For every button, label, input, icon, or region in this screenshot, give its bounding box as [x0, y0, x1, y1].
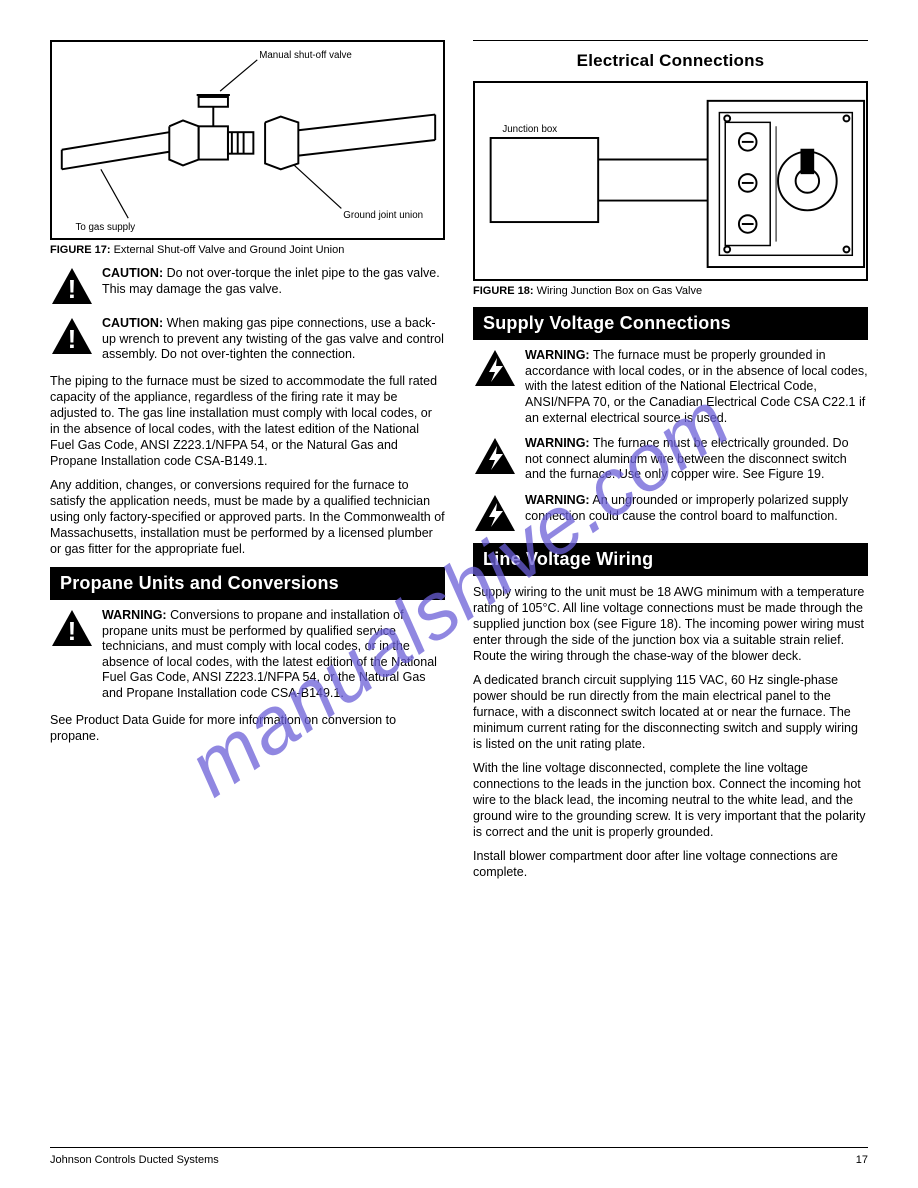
figure-18-caption: FIGURE 18: Wiring Junction Box on Gas Va…: [473, 285, 868, 297]
shock-warning-1: WARNING: The furnace must be properly gr…: [473, 348, 868, 426]
shock-warning-3: WARNING: An ungrounded or improperly pol…: [473, 493, 868, 533]
svg-text:!: !: [68, 616, 77, 646]
warning-icon: !: [50, 608, 94, 648]
shock-warning-3-text: WARNING: An ungrounded or improperly pol…: [525, 493, 868, 524]
caution-2-lead: CAUTION:: [102, 316, 163, 330]
figure-17-caption: FIGURE 17: External Shut-off Valve and G…: [50, 244, 445, 256]
figure-17-caption-rest: External Shut-off Valve and Ground Joint…: [114, 244, 345, 256]
right-column: Electrical Connections: [473, 40, 868, 888]
caution-2-text: CAUTION: When making gas pipe connection…: [102, 316, 445, 363]
warning-left-lead: WARNING:: [102, 608, 167, 622]
shock-warning-2-text: WARNING: The furnace must be electricall…: [525, 436, 868, 483]
shock-warning-3-lead: WARNING:: [525, 493, 590, 507]
shock-warning-1-lead: WARNING:: [525, 348, 590, 362]
caution-icon: !: [50, 316, 94, 356]
propane-header-bar: Propane Units and Conversions: [50, 567, 445, 600]
line-voltage-p1: Supply wiring to the unit must be 18 AWG…: [473, 584, 868, 664]
svg-text:!: !: [68, 274, 77, 304]
fig17-label-pipe: To gas supply: [75, 222, 135, 233]
left-column: Manual shut-off valve Ground joint union…: [50, 40, 445, 888]
shock-warning-2: WARNING: The furnace must be electricall…: [473, 436, 868, 483]
line-voltage-bar: Line Voltage Wiring: [473, 543, 868, 576]
shock-icon: [473, 493, 517, 533]
electrical-connections-title: Electrical Connections: [473, 51, 868, 71]
footer-rule: [50, 1147, 868, 1148]
shock-icon: [473, 348, 517, 388]
supply-voltage-bar: Supply Voltage Connections: [473, 307, 868, 340]
line-voltage-p2: A dedicated branch circuit supplying 115…: [473, 672, 868, 752]
footer-row: Johnson Controls Ducted Systems 17: [50, 1154, 868, 1166]
page: manualshive.com: [0, 0, 918, 1188]
figure-18-caption-rest: Wiring Junction Box on Gas Valve: [537, 285, 702, 297]
left-para-3: See Product Data Guide for more informat…: [50, 712, 445, 744]
left-para-2: Any addition, changes, or conversions re…: [50, 477, 445, 557]
page-footer: Johnson Controls Ducted Systems 17: [0, 1147, 918, 1166]
shock-warning-2-lead: WARNING:: [525, 436, 590, 450]
two-column-layout: Manual shut-off valve Ground joint union…: [50, 40, 868, 888]
caution-1-lead: CAUTION:: [102, 266, 163, 280]
fig17-label-union: Ground joint union: [343, 210, 423, 221]
left-para-1: The piping to the furnace must be sized …: [50, 373, 445, 469]
line-voltage-p4: Install blower compartment door after li…: [473, 848, 868, 880]
fig17-label-valve: Manual shut-off valve: [259, 50, 352, 61]
footer-left: Johnson Controls Ducted Systems: [50, 1154, 219, 1166]
caution-1-text: CAUTION: Do not over-torque the inlet pi…: [102, 266, 445, 297]
warning-row-left: ! WARNING: Conversions to propane and in…: [50, 608, 445, 702]
fig18-label-block: Junction box: [502, 124, 557, 135]
caution-icon: !: [50, 266, 94, 306]
shock-warning-1-text: WARNING: The furnace must be properly gr…: [525, 348, 868, 426]
shock-icon: [473, 436, 517, 476]
right-top-rule: [473, 40, 868, 41]
caution-row-1: ! CAUTION: Do not over-torque the inlet …: [50, 266, 445, 306]
figure-18-caption-bold: FIGURE 18:: [473, 285, 534, 297]
figure-17-illustration: Manual shut-off valve Ground joint union…: [50, 40, 445, 240]
figure-17-caption-bold: FIGURE 17:: [50, 244, 111, 256]
line-voltage-p3: With the line voltage disconnected, comp…: [473, 760, 868, 840]
svg-text:!: !: [68, 324, 77, 354]
warning-left-text: WARNING: Conversions to propane and inst…: [102, 608, 445, 702]
caution-row-2: ! CAUTION: When making gas pipe connecti…: [50, 316, 445, 363]
line-voltage-body: Supply wiring to the unit must be 18 AWG…: [473, 584, 868, 880]
footer-right: 17: [856, 1154, 868, 1166]
figure-18-illustration: Junction box: [473, 81, 868, 281]
